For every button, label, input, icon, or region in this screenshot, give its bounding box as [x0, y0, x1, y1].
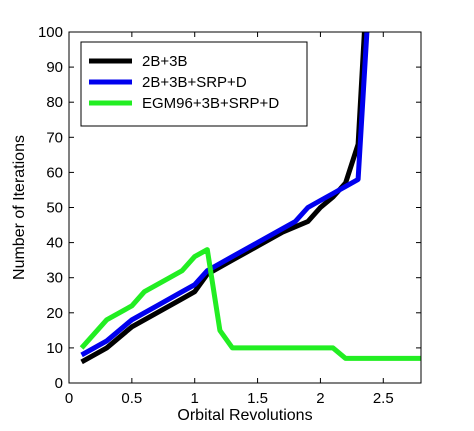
y-tick-label: 80	[46, 94, 63, 111]
ticks-layer: 0 0.5 1 1.5 2 2.5 0 10 20 30 40 50 60 70 80 90 100	[38, 24, 421, 407]
x-tick-label: 1.5	[247, 390, 268, 407]
x-tick-label: 0.5	[121, 390, 142, 407]
y-tick-label: 0	[55, 375, 63, 392]
x-tick-label: 1	[191, 390, 199, 407]
series-line-2b-3b-srp-d	[80, 32, 370, 358]
y-tick-label: 10	[46, 340, 63, 357]
y-tick-label: 70	[46, 129, 63, 146]
legend-label-2b-3b: 2B+3B	[142, 53, 187, 70]
y-tick-label: 30	[46, 270, 63, 287]
x-axis-title: Orbital Revolutions	[177, 407, 312, 424]
y-tick-label: 90	[46, 59, 63, 76]
legend-label-egm96-3b-srp-d: EGM96+3B+SRP+D	[142, 95, 279, 112]
y-tick-label: 50	[46, 200, 63, 217]
legend: 2B+3B 2B+3B+SRP+D EGM96+3B+SRP+D	[80, 41, 308, 127]
y-tick-label: 60	[46, 164, 63, 181]
series-layer	[79, 32, 421, 365]
x-tick-label: 2	[316, 390, 324, 407]
legend-label-2b-3b-srp-d: 2B+3B+SRP+D	[142, 74, 247, 91]
y-axis-title: Number of Iterations	[11, 135, 28, 280]
y-tick-label: 100	[38, 24, 63, 41]
x-tick-label: 0	[65, 390, 73, 407]
x-tick-label: 2.5	[373, 390, 394, 407]
series-line-egm96-3b-srp-d	[79, 247, 421, 361]
y-tick-label: 20	[46, 305, 63, 322]
y-tick-label: 40	[46, 235, 63, 252]
